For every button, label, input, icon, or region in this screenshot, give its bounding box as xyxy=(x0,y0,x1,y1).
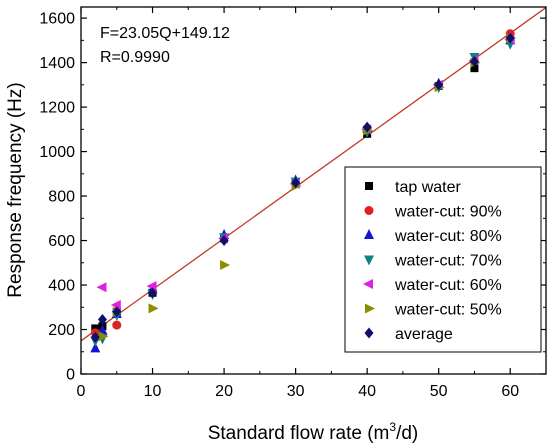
y-tick-label: 0 xyxy=(66,367,75,384)
data-point xyxy=(97,314,107,326)
data-point xyxy=(220,260,231,271)
legend-label: water-cut: 80% xyxy=(394,228,502,245)
legend-entry: water-cut: 80% xyxy=(364,228,502,245)
y-tick-label: 800 xyxy=(48,189,75,206)
legend-label: water-cut: 60% xyxy=(394,277,502,294)
fit-line xyxy=(80,7,547,342)
x-tick-label: 40 xyxy=(358,383,376,400)
data-point xyxy=(112,320,122,330)
y-tick-label: 400 xyxy=(48,278,75,295)
legend-label: water-cut: 50% xyxy=(394,302,502,319)
legend-entry: water-cut: 60% xyxy=(363,277,502,294)
data-point xyxy=(505,32,515,44)
data-point xyxy=(434,79,444,91)
data-point xyxy=(219,235,229,247)
legend-marker xyxy=(364,206,374,215)
legend: tap water water-cut: 90% water-cut: 80% wat… xyxy=(344,166,542,353)
legend-label: water-cut: 70% xyxy=(394,253,502,270)
legend-box xyxy=(344,166,542,353)
data-point xyxy=(470,64,479,73)
y-tick-label: 1600 xyxy=(39,11,75,28)
x-tick-label: 0 xyxy=(77,383,86,400)
y-axis-ticks: 0 200 400 600 800 1000 1200 1400 1600 xyxy=(39,11,546,384)
y-axis-label: Response frequency (Hz) xyxy=(5,82,26,297)
x-axis-label-main: Standard flow rate (m xyxy=(208,423,390,444)
data-point xyxy=(96,282,107,293)
data-point xyxy=(90,342,101,353)
data-point xyxy=(148,303,159,314)
y-tick-label: 1400 xyxy=(39,55,75,72)
legend-marker xyxy=(364,229,374,239)
x-tick-label: 30 xyxy=(287,383,305,400)
x-tick-label: 20 xyxy=(215,383,233,400)
fit-layer xyxy=(80,7,547,342)
annotation-r-value: R=0.9990 xyxy=(100,49,170,66)
plot-frame xyxy=(80,6,547,375)
legend-marker xyxy=(364,327,374,339)
legend-entry: water-cut: 90% xyxy=(364,204,502,221)
x-tick-label: 50 xyxy=(430,383,448,400)
data-point xyxy=(362,121,372,133)
y-tick-label: 1000 xyxy=(39,144,75,161)
y-tick-label: 200 xyxy=(48,322,75,339)
legend-label: water-cut: 90% xyxy=(394,204,502,221)
data-point xyxy=(148,287,158,299)
x-axis-label-tail: /d) xyxy=(396,423,418,444)
data-point xyxy=(146,281,157,292)
legend-marker xyxy=(365,303,375,314)
data-point xyxy=(469,55,479,67)
legend-label: tap water xyxy=(395,179,461,196)
legend-label: average xyxy=(395,326,453,343)
legend-marker xyxy=(365,182,373,190)
series-diamond xyxy=(90,32,515,343)
x-axis-label-superscript: 3 xyxy=(389,420,396,434)
legend-marker xyxy=(363,279,373,289)
x-tick-label: 10 xyxy=(144,383,162,400)
legend-entry: average xyxy=(364,326,453,343)
y-tick-label: 600 xyxy=(48,233,75,250)
x-tick-label: 60 xyxy=(501,383,519,400)
data-point xyxy=(98,331,109,342)
annotation-equation: F=23.05Q+149.12 xyxy=(100,25,230,42)
y-tick-label: 1200 xyxy=(39,100,75,117)
legend-entry: tap water xyxy=(365,179,461,196)
points-layer xyxy=(90,29,517,353)
legend-entry: water-cut: 70% xyxy=(364,253,502,270)
data-point xyxy=(90,331,100,343)
legend-entry: water-cut: 50% xyxy=(365,302,502,319)
data-point xyxy=(112,306,122,318)
x-axis-ticks: 0 10 20 30 40 50 60 xyxy=(77,7,519,400)
data-point xyxy=(110,300,121,311)
data-point xyxy=(291,177,301,189)
x-axis-label: Standard flow rate (m3/d) xyxy=(208,420,419,444)
legend-marker xyxy=(364,255,374,266)
